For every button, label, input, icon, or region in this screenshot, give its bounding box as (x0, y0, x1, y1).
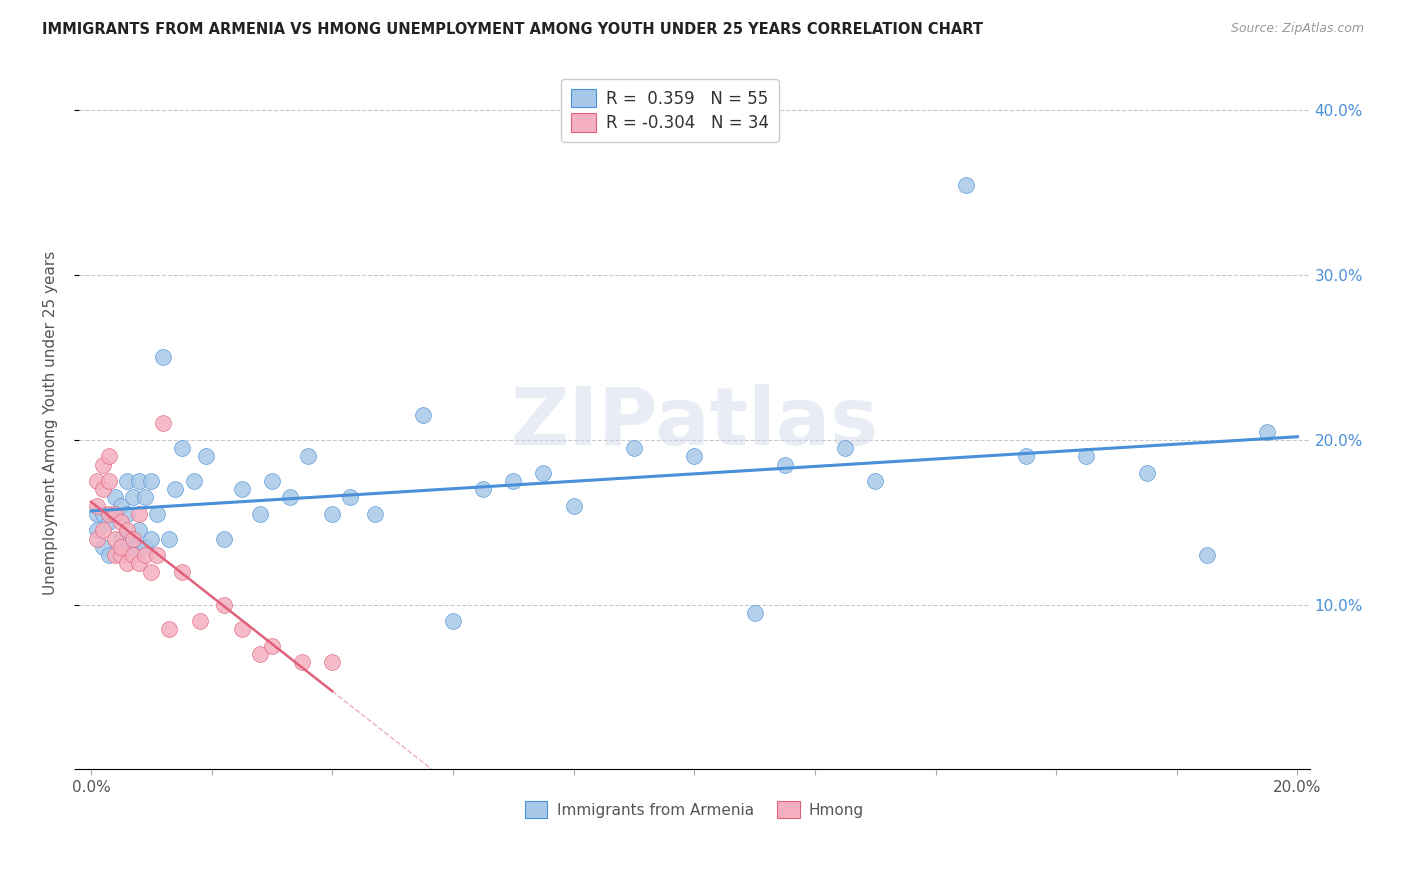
Point (683, 450, 706, 464)
Point (122, 540, 145, 554)
Point (91, 507, 114, 521)
Point (412, 408, 434, 422)
Point (260, 474, 283, 488)
Point (86, 507, 108, 521)
Point (110, 532, 132, 546)
Point (104, 507, 127, 521)
Y-axis label: Unemployment Among Youth under 25 years: Unemployment Among Youth under 25 years (44, 252, 58, 596)
Point (115, 474, 138, 488)
Point (128, 507, 150, 521)
Point (623, 441, 645, 455)
Point (165, 483, 187, 497)
Text: IMMIGRANTS FROM ARMENIA VS HMONG UNEMPLOYMENT AMONG YOUTH UNDER 25 YEARS CORRELA: IMMIGRANTS FROM ARMENIA VS HMONG UNEMPLO… (42, 22, 983, 37)
Point (159, 532, 181, 546)
Point (115, 507, 138, 521)
Point (98, 450, 121, 464)
Point (110, 515, 132, 529)
Point (152, 417, 174, 431)
Point (212, 532, 235, 546)
Point (91, 458, 114, 472)
Point (773, 458, 796, 472)
Point (104, 532, 127, 546)
Text: ZIPatlas: ZIPatlas (510, 384, 879, 462)
Point (249, 507, 271, 521)
Point (122, 548, 145, 562)
Point (363, 507, 385, 521)
Point (98, 515, 121, 529)
Point (91, 483, 114, 497)
Point (141, 565, 163, 579)
Point (115, 557, 138, 571)
Point (115, 524, 138, 538)
Point (122, 491, 145, 505)
Point (502, 474, 524, 488)
Point (260, 639, 283, 653)
Point (128, 524, 150, 538)
Point (231, 483, 253, 497)
Point (86, 474, 108, 488)
Point (278, 491, 301, 505)
Point (231, 622, 253, 636)
Point (562, 499, 585, 513)
Point (104, 507, 127, 521)
Point (141, 474, 163, 488)
Point (1256, 425, 1278, 439)
Point (188, 614, 211, 628)
Point (115, 532, 138, 546)
Point (86, 499, 108, 513)
Point (212, 598, 235, 612)
Point (134, 491, 156, 505)
Point (159, 622, 181, 636)
Point (321, 655, 343, 669)
Point (110, 540, 132, 554)
Text: Source: ZipAtlas.com: Source: ZipAtlas.com (1230, 22, 1364, 36)
Point (146, 548, 169, 562)
Point (134, 540, 156, 554)
Point (91, 524, 114, 538)
Point (152, 351, 174, 365)
Point (1015, 450, 1038, 464)
Point (744, 606, 766, 620)
Point (110, 499, 132, 513)
Point (441, 614, 464, 628)
Point (834, 441, 856, 455)
Point (297, 450, 319, 464)
Legend: Immigrants from Armenia, Hmong: Immigrants from Armenia, Hmong (519, 795, 870, 824)
Point (170, 441, 193, 455)
Point (249, 647, 271, 661)
Point (104, 491, 127, 505)
Point (134, 548, 156, 562)
Point (1195, 548, 1218, 562)
Point (1136, 466, 1159, 480)
Point (472, 483, 495, 497)
Point (110, 548, 132, 562)
Point (86, 524, 108, 538)
Point (98, 474, 121, 488)
Point (146, 507, 169, 521)
Point (291, 655, 314, 669)
Point (91, 540, 114, 554)
Point (141, 532, 163, 546)
Point (128, 557, 150, 571)
Point (183, 474, 205, 488)
Point (321, 507, 343, 521)
Point (98, 507, 121, 521)
Point (533, 466, 555, 480)
Point (339, 491, 361, 505)
Point (170, 565, 193, 579)
Point (128, 474, 150, 488)
Point (104, 548, 127, 562)
Point (863, 474, 886, 488)
Point (86, 532, 108, 546)
Point (122, 532, 145, 546)
Point (98, 548, 121, 562)
Point (194, 450, 217, 464)
Point (1076, 450, 1098, 464)
Point (955, 178, 977, 192)
